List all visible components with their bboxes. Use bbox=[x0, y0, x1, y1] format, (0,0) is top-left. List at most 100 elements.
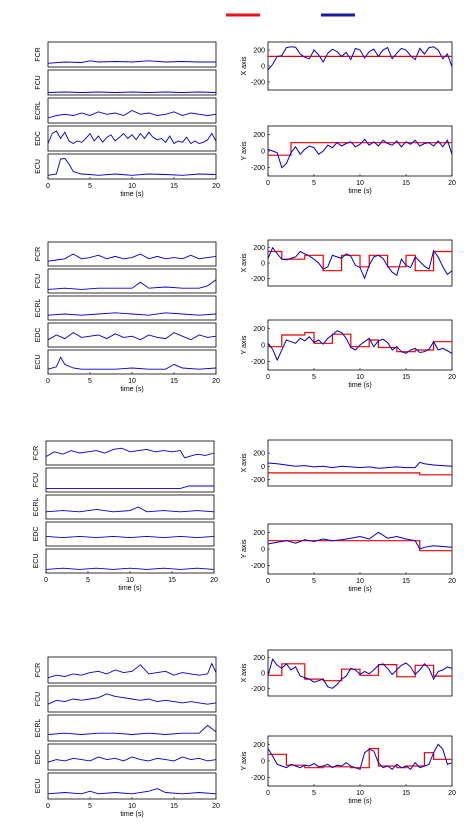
emg-x-tick-label: 5 bbox=[88, 183, 92, 190]
emg-trace-edc bbox=[45, 535, 215, 539]
emg-trace-fcu bbox=[47, 279, 217, 290]
kinematic-x-tick-label: 20 bbox=[448, 578, 456, 585]
emg-channel-label: FCR bbox=[33, 446, 40, 460]
emg-trace-edc bbox=[47, 332, 217, 341]
emg-panel-fcu: FCU bbox=[35, 685, 217, 713]
emg-panel-ecu: ECU bbox=[33, 548, 215, 574]
kinematic-x-tick-label: 20 bbox=[448, 374, 456, 381]
decoded-trace bbox=[267, 46, 453, 71]
decoded-trace bbox=[267, 330, 453, 362]
emg-channel-label: FCR bbox=[35, 47, 42, 61]
emg-x-tick-label: 5 bbox=[88, 803, 92, 810]
emg-trace-ecu bbox=[47, 788, 217, 795]
kinematic-x-tick-label: 10 bbox=[356, 578, 364, 585]
kinematic-y-tick-label: 0 bbox=[261, 759, 265, 766]
emg-channel-label: ECU bbox=[33, 554, 40, 569]
emg-x-axis-label: time (s) bbox=[120, 191, 143, 198]
decoded-trace bbox=[267, 138, 453, 169]
kinematic-y-tick-label: -200 bbox=[251, 359, 265, 366]
emg-channel-label: EDC bbox=[35, 131, 42, 146]
kinematic-x-tick-label: 0 bbox=[266, 578, 270, 585]
kinematic-y-tick-label: 200 bbox=[253, 655, 265, 662]
kinematic-y-tick-label: 200 bbox=[253, 451, 265, 458]
emg-trace-fcu bbox=[47, 693, 217, 705]
kinematic-frame bbox=[267, 41, 453, 91]
emg-x-tick-label: 20 bbox=[210, 577, 218, 584]
emg-frame bbox=[47, 772, 217, 800]
emg-panel-fcr: FCR bbox=[35, 656, 217, 684]
emg-trace-fcr bbox=[47, 253, 217, 262]
kinematic-x-tick-label: 0 bbox=[266, 374, 270, 381]
decoded-trace bbox=[267, 531, 453, 550]
kinematic-y-tick-label: 0 bbox=[261, 547, 265, 554]
emg-x-tick-label: 0 bbox=[46, 183, 50, 190]
kinematic-x-axis-label: time (s) bbox=[348, 798, 371, 805]
decoded-trace bbox=[267, 743, 453, 771]
emg-frame bbox=[47, 41, 217, 68]
kinematic-y-axis-label: Y axis bbox=[241, 539, 248, 558]
emg-x-tick-label: 15 bbox=[170, 803, 178, 810]
kinematic-y-tick-label: -200 bbox=[251, 775, 265, 782]
kinematic-frame bbox=[267, 439, 453, 487]
emg-frame bbox=[45, 494, 215, 520]
kinematic-x-tick-label: 20 bbox=[448, 180, 456, 187]
emg-trace-fcu bbox=[46, 485, 214, 489]
emg-channel-label: FCU bbox=[33, 473, 40, 487]
kinematic-x-axis-label: time (s) bbox=[348, 188, 371, 195]
emg-trace-edc bbox=[47, 756, 217, 763]
kinematic-x-tick-label: 10 bbox=[356, 180, 364, 187]
emg-x-tick-label: 10 bbox=[128, 183, 136, 190]
kinematic-y-tick-label: -200 bbox=[251, 477, 265, 484]
emg-frame bbox=[45, 548, 215, 574]
kinematic-y-tick-label: -200 bbox=[251, 165, 265, 172]
emg-x-tick-label: 15 bbox=[170, 183, 178, 190]
emg-x-axis-label: time (s) bbox=[120, 386, 143, 393]
emg-panel-fcr: FCR bbox=[35, 241, 217, 267]
emg-frame bbox=[45, 440, 215, 466]
emg-panel-edc: EDC bbox=[35, 125, 217, 152]
emg-x-tick-label: 10 bbox=[128, 803, 136, 810]
target-trace bbox=[268, 331, 452, 353]
emg-channel-label: ECRL bbox=[35, 719, 42, 738]
kinematic-y-tick-label: -200 bbox=[251, 563, 265, 570]
emg-x-tick-label: 0 bbox=[46, 803, 50, 810]
emg-panel-fcu: FCU bbox=[35, 69, 217, 96]
emg-frame bbox=[47, 69, 217, 96]
emg-trace-fcr bbox=[47, 60, 216, 64]
kinematic-x-tick-label: 0 bbox=[266, 180, 270, 187]
emg-panel-fcr: FCR bbox=[35, 41, 217, 68]
emg-x-axis-label: time (s) bbox=[120, 811, 143, 818]
emg-x-tick-label: 10 bbox=[126, 577, 134, 584]
emg-x-tick-label: 5 bbox=[86, 577, 90, 584]
emg-channel-label: ECRL bbox=[33, 498, 40, 517]
emg-x-axis-label: time (s) bbox=[118, 585, 141, 592]
emg-frame bbox=[47, 714, 217, 742]
emg-channel-label: FCR bbox=[35, 247, 42, 261]
emg-panel-edc: EDC bbox=[35, 322, 217, 348]
decoded-trace bbox=[267, 658, 453, 689]
emg-x-tick-label: 0 bbox=[44, 577, 48, 584]
kinematic-y-axis-label: X axis bbox=[241, 453, 248, 473]
kinematic-frame bbox=[267, 523, 453, 575]
emg-channel-label: FCU bbox=[35, 692, 42, 706]
kinematic-y-tick-label: 0 bbox=[261, 671, 265, 678]
kinematic-y-tick-label: 0 bbox=[261, 343, 265, 350]
emg-channel-label: FCR bbox=[35, 663, 42, 677]
kinematic-y-tick-label: 0 bbox=[261, 464, 265, 471]
emg-x-tick-label: 5 bbox=[88, 378, 92, 385]
kinematic-y-tick-label: 200 bbox=[253, 48, 265, 55]
emg-frame bbox=[47, 268, 217, 294]
emg-trace-ecrl bbox=[47, 724, 217, 735]
emg-x-tick-label: 10 bbox=[128, 378, 136, 385]
emg-channel-label: ECRL bbox=[35, 299, 42, 318]
kinematic-y-tick-label: -200 bbox=[251, 80, 265, 87]
emg-channel-label: FCU bbox=[35, 274, 42, 288]
